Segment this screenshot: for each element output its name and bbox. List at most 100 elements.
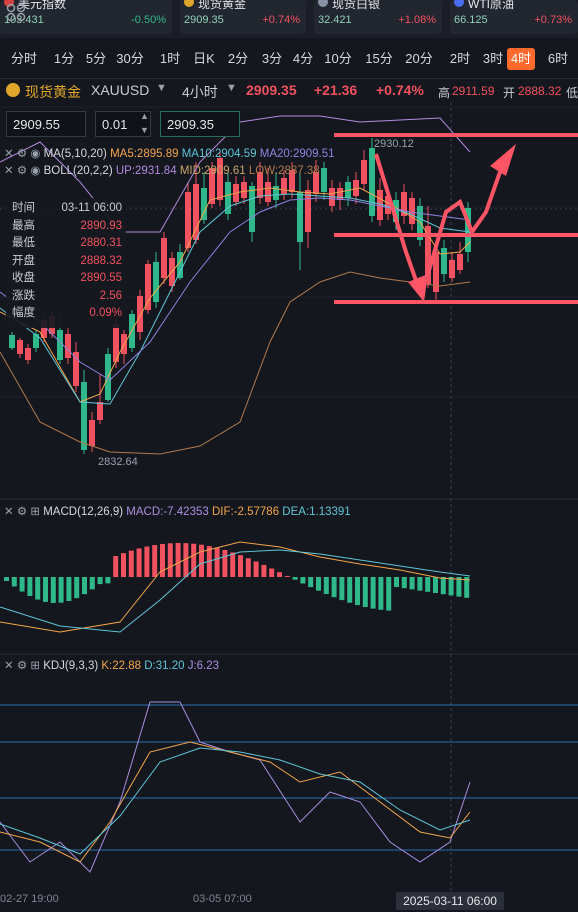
close-icon[interactable]: ✕ <box>4 165 14 177</box>
last-price: 2909.35 <box>246 82 297 98</box>
ticker-name: 现货白银 <box>332 0 381 11</box>
macd-bar <box>191 543 197 577</box>
gear-icon[interactable]: ⚙ <box>16 148 28 160</box>
symbol-name[interactable]: 现货黄金 <box>25 84 81 100</box>
macd-bar <box>378 577 384 610</box>
close-icon[interactable]: ✕ <box>4 506 14 518</box>
gear-icon[interactable]: ⚙ <box>16 165 28 177</box>
info-value: 2890.93 <box>80 219 122 232</box>
qty-down-icon[interactable]: ▼ <box>140 125 149 135</box>
macd-bar <box>113 555 119 577</box>
tab-period[interactable]: 分时 <box>10 51 37 66</box>
ma20-line <box>0 197 471 381</box>
tab-period[interactable]: 6时 <box>547 51 569 66</box>
up-arrow <box>426 171 502 275</box>
info-value: 2888.32 <box>80 254 122 267</box>
candle-body <box>9 335 15 348</box>
macd-legend: ✕ ⚙ ⊞ MACD(12,26,9) MACD:-7.42353 DIF:-2… <box>4 504 351 518</box>
tab-period[interactable]: 5分 <box>85 51 107 66</box>
boll-mid-value: MID:2909.61 <box>179 165 246 177</box>
info-value: 03-11 06:00 <box>61 202 122 214</box>
candle-body <box>265 182 271 202</box>
quantity-input[interactable]: 0.01 <box>95 111 151 137</box>
interval-selector[interactable]: 4小时 <box>182 84 218 100</box>
low-label: 低 <box>566 86 578 100</box>
macd-bar <box>136 548 142 577</box>
period-high-mark: 2930.12 <box>374 138 414 150</box>
qty-up-icon[interactable]: ▲ <box>140 111 149 121</box>
macd-bar <box>152 545 158 577</box>
macd-bar <box>11 577 17 587</box>
candle-body <box>409 198 415 224</box>
tab-period[interactable]: 1分 <box>53 51 75 66</box>
expand-icon[interactable]: ⊞ <box>30 506 40 518</box>
expand-icon[interactable]: ⊞ <box>30 660 40 672</box>
eye-icon[interactable]: ◉ <box>30 165 41 177</box>
tab-period[interactable]: 10分 <box>324 51 352 66</box>
info-row: 开盘 2888.32 <box>12 253 122 270</box>
candle-body <box>137 296 143 332</box>
tab-period[interactable]: 1时 <box>159 51 181 66</box>
candle-body <box>17 340 23 354</box>
tab-period[interactable]: 15分 <box>365 51 393 66</box>
candle-body <box>113 324 119 362</box>
ticker-card-wti[interactable]: WTI原油 66.125 +0.73% <box>450 0 578 34</box>
symbol-info-bar: 现货黄金 XAUUSD ▼ 4小时 ▼ 2909.35 +21.36 +0.74… <box>0 78 578 103</box>
close-icon[interactable]: ✕ <box>4 660 14 672</box>
gold-coin-icon <box>6 83 20 97</box>
macd-bar <box>27 577 33 596</box>
candle-body <box>465 208 471 252</box>
symbol-code[interactable]: XAUUSD <box>91 82 150 98</box>
dif-value: DIF:-2.57786 <box>211 506 280 518</box>
candle-body <box>449 260 455 278</box>
sell-price-input[interactable]: 2909.55 <box>6 111 86 137</box>
chevron-down-icon[interactable]: ▼ <box>156 82 167 94</box>
gear-icon[interactable]: ⚙ <box>16 660 28 672</box>
tab-period[interactable]: 2分 <box>227 51 249 66</box>
tab-period[interactable]: 4时 <box>507 48 535 70</box>
info-row: 幅度 0.09% <box>12 305 122 322</box>
candle-body <box>249 186 255 232</box>
candle-body <box>209 168 215 204</box>
gear-icon[interactable]: ⚙ <box>16 506 28 518</box>
tab-period[interactable]: 3分 <box>261 51 283 66</box>
close-icon[interactable]: ✕ <box>4 148 14 160</box>
ticker-card-dxy[interactable]: 美元指数 103.431 -0.50% <box>0 0 172 34</box>
candle-body <box>441 248 447 274</box>
candle-body <box>393 200 399 222</box>
info-row: 最高 2890.93 <box>12 218 122 235</box>
tab-period[interactable]: 4分 <box>292 51 314 66</box>
candle-body <box>281 178 287 194</box>
macd-bar <box>175 543 181 577</box>
info-key: 最高 <box>12 219 35 232</box>
tab-period[interactable]: 20分 <box>405 51 433 66</box>
up-arrow-head <box>490 144 516 176</box>
down-arrow <box>374 153 422 293</box>
interval-chevron-icon[interactable]: ▼ <box>226 82 237 94</box>
buy-price-input[interactable]: 2909.35 <box>160 111 240 137</box>
macd-bar <box>74 577 80 599</box>
macd-bar <box>331 577 337 598</box>
macd-bar <box>183 543 189 577</box>
candle-body <box>65 334 71 358</box>
candle-body <box>89 420 95 446</box>
info-value: 0.09% <box>89 307 122 319</box>
ticker-price: 32.421 <box>318 14 352 26</box>
candle-body <box>321 168 327 192</box>
macd-label: MACD(12,26,9) <box>43 506 124 518</box>
grid-menu-icon[interactable] <box>4 2 28 24</box>
eye-icon[interactable]: ◉ <box>30 148 41 160</box>
macd-bar <box>355 577 360 606</box>
info-key: 最低 <box>12 237 35 249</box>
tab-period[interactable]: 2时 <box>449 51 471 66</box>
macd-bar <box>417 577 423 591</box>
macd-bar <box>440 577 446 595</box>
info-row: 涨跌 2.56 <box>12 288 122 305</box>
ticker-card-silver[interactable]: 现货白银 32.421 +1.08% <box>314 0 442 34</box>
tab-period[interactable]: 30分 <box>116 51 144 66</box>
tab-period[interactable]: 3时 <box>482 51 504 66</box>
ma10-value: MA10:2904.59 <box>181 148 257 160</box>
tab-period[interactable]: 日K <box>193 51 215 66</box>
macd-bar <box>323 577 329 595</box>
ticker-card-gold[interactable]: 现货黄金 2909.35 +0.74% <box>180 0 306 34</box>
